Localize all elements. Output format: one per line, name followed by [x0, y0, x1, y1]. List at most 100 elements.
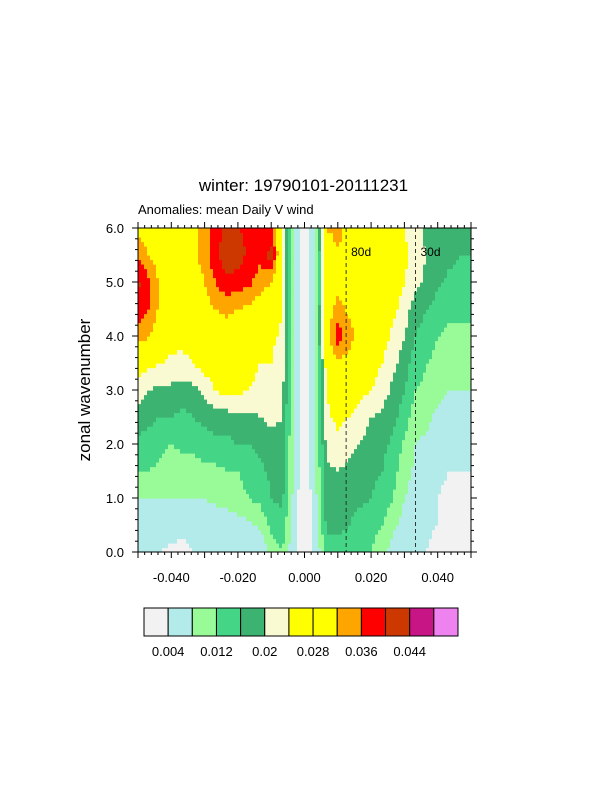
heatmap-cell — [267, 408, 271, 414]
heatmap-cell — [192, 358, 196, 364]
heatmap-cell — [165, 390, 169, 396]
heatmap-cell — [357, 520, 361, 526]
heatmap-cell — [324, 547, 328, 552]
heatmap-cell — [141, 457, 145, 463]
heatmap-cell — [252, 453, 256, 459]
heatmap-cell — [462, 466, 466, 472]
heatmap-cell — [453, 430, 457, 436]
heatmap-cell — [408, 394, 412, 400]
heatmap-cell — [273, 444, 277, 450]
heatmap-cell — [237, 498, 241, 504]
heatmap-cell — [288, 444, 292, 450]
heatmap-cell — [390, 358, 394, 364]
heatmap-cell — [435, 489, 439, 495]
heatmap-cell — [399, 480, 403, 486]
heatmap-cell — [216, 399, 220, 405]
heatmap-cell — [198, 376, 202, 382]
heatmap-cell — [381, 448, 385, 454]
heatmap-cell — [294, 367, 298, 373]
heatmap-cell — [252, 475, 256, 481]
heatmap-cell — [234, 417, 238, 423]
heatmap-cell — [312, 399, 316, 405]
heatmap-cell — [165, 462, 169, 468]
heatmap-cell — [297, 471, 301, 477]
heatmap-cell — [237, 390, 241, 396]
heatmap-cell — [390, 372, 394, 378]
heatmap-cell — [225, 385, 229, 391]
heatmap-cell — [240, 417, 244, 423]
heatmap-cell — [324, 493, 328, 499]
heatmap-cell — [330, 453, 334, 459]
heatmap-cell — [396, 466, 400, 472]
heatmap-cell — [294, 466, 298, 472]
heatmap-cell — [204, 493, 208, 499]
heatmap-cell — [429, 534, 433, 540]
heatmap-cell — [435, 471, 439, 477]
heatmap-cell — [189, 381, 193, 387]
chart-title: winter: 19790101-20111231 — [198, 176, 409, 195]
heatmap-cell — [288, 480, 292, 486]
heatmap-cell — [174, 484, 178, 490]
heatmap-cell — [330, 358, 334, 364]
heatmap-cell — [225, 493, 229, 499]
heatmap-cell — [447, 489, 451, 495]
heatmap-cell — [306, 412, 310, 418]
heatmap-cell — [462, 399, 466, 405]
heatmap-cell — [426, 403, 430, 409]
heatmap-cell — [195, 412, 199, 418]
heatmap-cell — [207, 516, 211, 522]
heatmap-cell — [249, 502, 253, 508]
heatmap-cell — [438, 349, 442, 355]
heatmap-cell — [162, 367, 166, 373]
heatmap-cell — [216, 543, 220, 549]
heatmap-cell — [312, 439, 316, 445]
heatmap-cell — [441, 399, 445, 405]
heatmap-cell — [303, 453, 307, 459]
heatmap-cell — [450, 349, 454, 355]
heatmap-cell — [369, 538, 373, 544]
heatmap-cell — [405, 475, 409, 481]
heatmap-cell — [177, 493, 181, 499]
heatmap-cell — [240, 363, 244, 369]
heatmap-cell — [174, 435, 178, 441]
heatmap-cell — [183, 493, 187, 499]
heatmap-cell — [213, 408, 217, 414]
heatmap-cell — [270, 349, 274, 355]
heatmap-cell — [201, 390, 205, 396]
heatmap-cell — [312, 534, 316, 540]
heatmap-cell — [177, 475, 181, 481]
heatmap-cell — [288, 543, 292, 549]
heatmap-cell — [387, 372, 391, 378]
heatmap-cell — [150, 480, 154, 486]
heatmap-cell — [417, 435, 421, 441]
heatmap-cell — [444, 516, 448, 522]
heatmap-cell — [447, 480, 451, 486]
heatmap-cell — [363, 471, 367, 477]
heatmap-cell — [180, 484, 184, 490]
heatmap-cell — [153, 354, 157, 360]
heatmap-cell — [150, 462, 154, 468]
heatmap-cell — [237, 475, 241, 481]
heatmap-cell — [174, 417, 178, 423]
heatmap-cell — [210, 457, 214, 463]
heatmap-cell — [372, 493, 376, 499]
heatmap-cell — [450, 471, 454, 477]
heatmap-cell — [261, 462, 265, 468]
heatmap-cell — [366, 435, 370, 441]
heatmap-cell — [327, 480, 331, 486]
heatmap-cell — [330, 430, 334, 436]
heatmap-cell — [273, 471, 277, 477]
heatmap-cell — [402, 412, 406, 418]
heatmap-cell — [225, 520, 229, 526]
heatmap-cell — [288, 363, 292, 369]
heatmap-cell — [336, 349, 340, 355]
heatmap-cell — [171, 394, 175, 400]
heatmap-cell — [429, 394, 433, 400]
heatmap-cell — [297, 408, 301, 414]
heatmap-cell — [282, 376, 286, 382]
heatmap-cell — [222, 462, 226, 468]
heatmap-cell — [267, 534, 271, 540]
heatmap-cell — [360, 511, 364, 517]
heatmap-cell — [402, 516, 406, 522]
heatmap-cell — [324, 502, 328, 508]
